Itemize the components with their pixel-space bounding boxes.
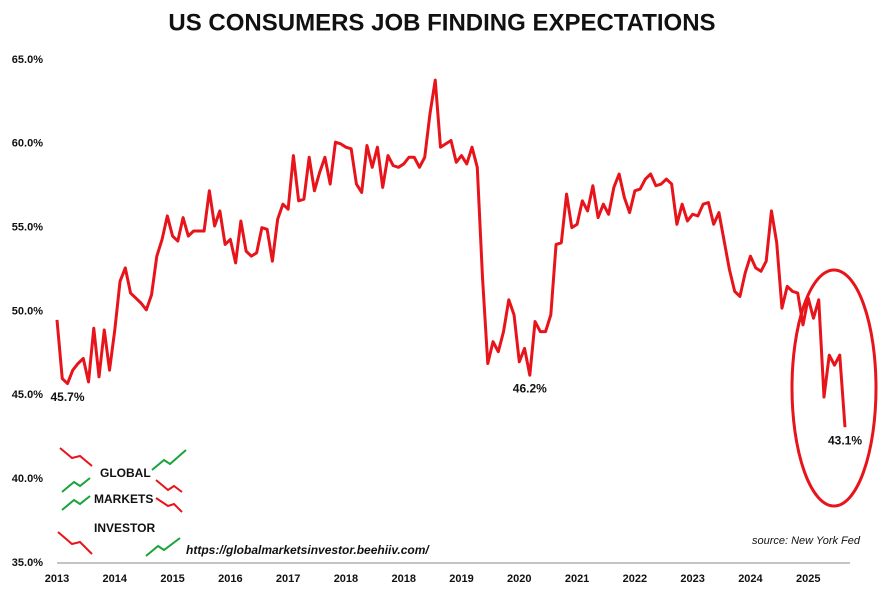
url: https://globalmarketsinvestor.beehiiv.co… xyxy=(186,543,430,557)
y-tick-label: 40.0% xyxy=(12,473,43,485)
logo-arrow xyxy=(61,477,91,493)
x-tick-label: 2015 xyxy=(160,573,184,585)
source: source: New York Fed xyxy=(752,535,861,547)
y-tick-label: 50.0% xyxy=(12,305,43,317)
y-tick-label: 55.0% xyxy=(12,222,43,234)
logo-arrow xyxy=(59,447,93,467)
x-tick-label: 2021 xyxy=(565,573,589,585)
x-tick-label: 2025 xyxy=(796,573,820,585)
x-tick-label: 2017 xyxy=(276,573,300,585)
chart-title: US CONSUMERS JOB FINDING EXPECTATIONS xyxy=(168,9,715,36)
x-tick-label: 2013 xyxy=(45,573,69,585)
logo-arrow xyxy=(145,537,181,557)
data-label: 45.7% xyxy=(50,390,84,404)
x-tick-label: 2024 xyxy=(738,573,763,585)
x-tick-label: 2023 xyxy=(680,573,704,585)
x-tick-label: 2022 xyxy=(623,573,647,585)
logo-text: INVESTOR xyxy=(94,521,155,535)
x-tick-label: 2014 xyxy=(103,573,128,585)
logo-arrow xyxy=(61,495,91,511)
logo-text: MARKETS xyxy=(94,492,153,506)
logo-arrow xyxy=(155,479,183,493)
x-tick-label: 2020 xyxy=(507,573,531,585)
data-label: 43.1% xyxy=(828,433,862,447)
highlight-ellipse xyxy=(790,268,878,508)
logo-arrow xyxy=(151,449,187,471)
x-tick-label: 2018 xyxy=(391,573,415,585)
y-tick-label: 35.0% xyxy=(12,557,43,569)
logo-arrow xyxy=(57,531,93,555)
logo-text: GLOBAL xyxy=(100,466,151,480)
data-label: 46.2% xyxy=(513,381,547,395)
logo xyxy=(57,447,187,557)
y-tick-label: 45.0% xyxy=(12,389,43,401)
data-line xyxy=(55,78,847,428)
x-tick-label: 2019 xyxy=(449,573,473,585)
x-tick-label: 2018 xyxy=(334,573,358,585)
y-tick-label: 60.0% xyxy=(12,138,43,150)
y-tick-label: 65.0% xyxy=(12,54,43,66)
x-tick-label: 2016 xyxy=(218,573,242,585)
logo-arrow xyxy=(155,497,183,513)
